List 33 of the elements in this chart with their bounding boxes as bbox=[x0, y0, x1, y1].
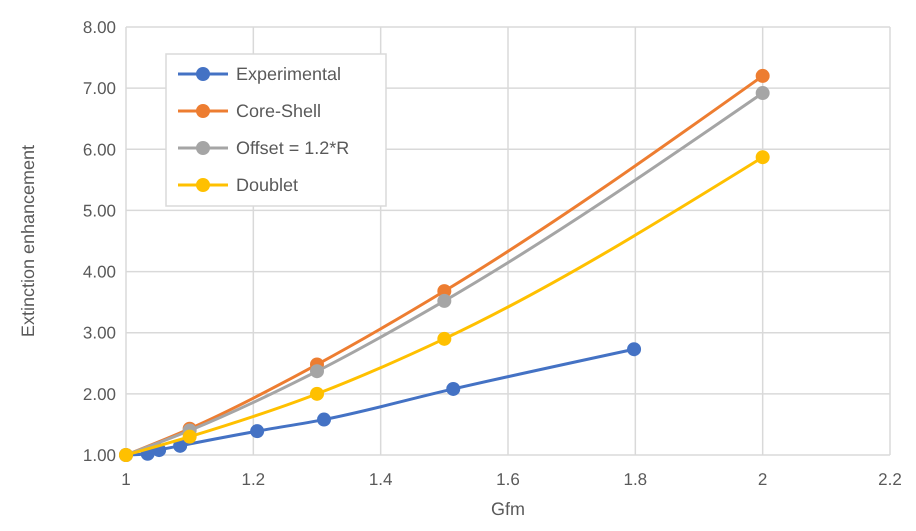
y-tick-label: 1.00 bbox=[82, 446, 116, 465]
x-tick-label: 2.2 bbox=[878, 470, 902, 489]
y-tick-label: 8.00 bbox=[82, 18, 116, 37]
point bbox=[250, 424, 264, 438]
point bbox=[437, 332, 452, 346]
point bbox=[310, 364, 324, 378]
legend-label: Experimental bbox=[236, 64, 342, 84]
x-tick-label: 1.4 bbox=[368, 470, 392, 489]
point bbox=[446, 382, 460, 396]
x-tick-label: 1.8 bbox=[624, 470, 648, 489]
x-tick-label: 1.6 bbox=[496, 470, 520, 489]
x-tick-label: 1.2 bbox=[242, 470, 266, 489]
point bbox=[756, 150, 770, 164]
x-tick-label: 1 bbox=[121, 470, 131, 489]
y-tick-label: 3.00 bbox=[82, 324, 116, 343]
legend-label: Doublet bbox=[236, 175, 298, 195]
point bbox=[310, 386, 324, 401]
point bbox=[437, 294, 452, 308]
y-tick-label: 6.00 bbox=[82, 140, 116, 160]
y-tick-label: 7.00 bbox=[82, 79, 116, 98]
y-tick-label: 4.00 bbox=[82, 262, 116, 282]
point bbox=[317, 412, 332, 427]
x-tick-label: 2 bbox=[758, 470, 768, 489]
y-axis-title: Extinction enhancement bbox=[18, 144, 38, 338]
legend-label: Offset = 1.2*R bbox=[236, 138, 350, 158]
y-tick-label: 5.00 bbox=[82, 201, 116, 220]
point bbox=[756, 86, 770, 100]
x-axis-title: Gfm bbox=[491, 499, 525, 519]
point bbox=[756, 68, 770, 83]
legend-label: Core-Shell bbox=[236, 101, 322, 121]
y-tick-label: 2.00 bbox=[82, 384, 116, 404]
point bbox=[182, 430, 197, 444]
point bbox=[627, 342, 642, 356]
